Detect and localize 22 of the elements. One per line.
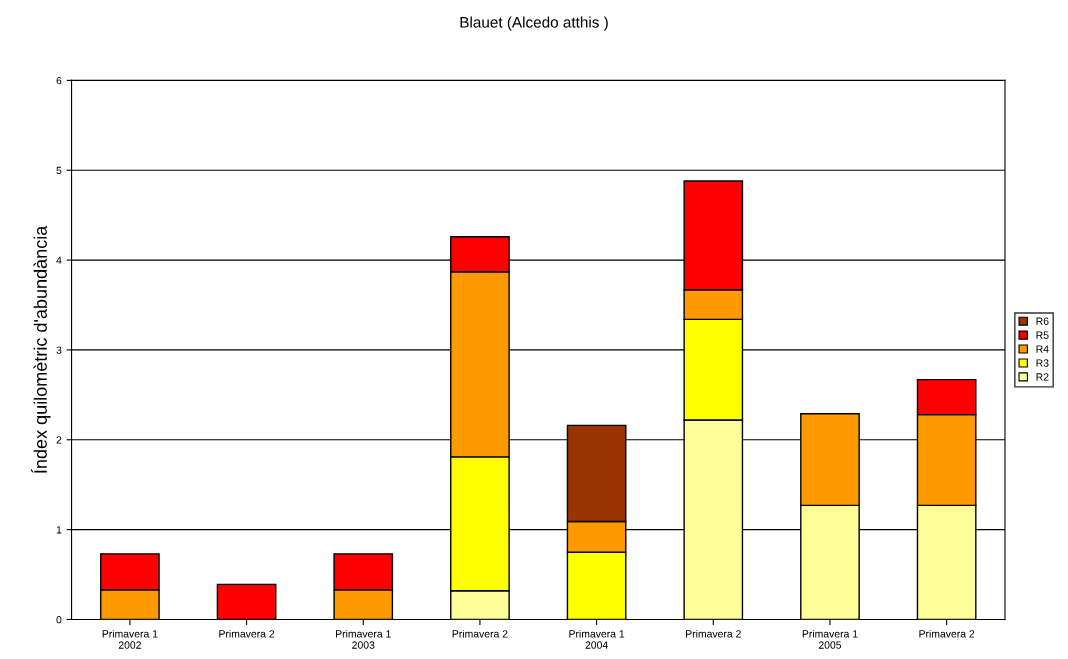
x-tick-label: Primavera 2 <box>452 629 508 638</box>
legend-label: R2 <box>1036 373 1049 381</box>
x-tick-label: Primavera 1 2005 <box>802 629 858 649</box>
x-tick-label: Primavera 1 2002 <box>102 629 158 649</box>
y-tick-label: 5 <box>56 166 62 175</box>
y-tick-label: 2 <box>56 436 62 444</box>
x-tick-label: Primavera 2 <box>686 629 741 638</box>
legend-label: R3 <box>1036 359 1049 367</box>
legend-label: R5 <box>1036 331 1049 339</box>
legend-label: R6 <box>1036 317 1049 325</box>
y-tick-label: 1 <box>56 526 62 534</box>
x-tick-label: Primavera 1 2004 <box>569 629 625 649</box>
chart-title: Blauet (Alcedo atthis ) <box>460 16 608 31</box>
y-tick-label: 6 <box>56 76 62 85</box>
y-tick-label: 0 <box>56 615 62 624</box>
y-axis-title: Índex quilomètric d'abundància <box>31 225 51 473</box>
y-tick-label: 3 <box>56 346 62 354</box>
x-tick-label: Primavera 1 2003 <box>336 629 391 649</box>
x-tick-label: Primavera 2 <box>219 629 275 638</box>
y-tick-label: 4 <box>56 256 62 264</box>
legend-label: R4 <box>1036 345 1049 353</box>
x-tick-label: Primavera 2 <box>919 629 975 638</box>
